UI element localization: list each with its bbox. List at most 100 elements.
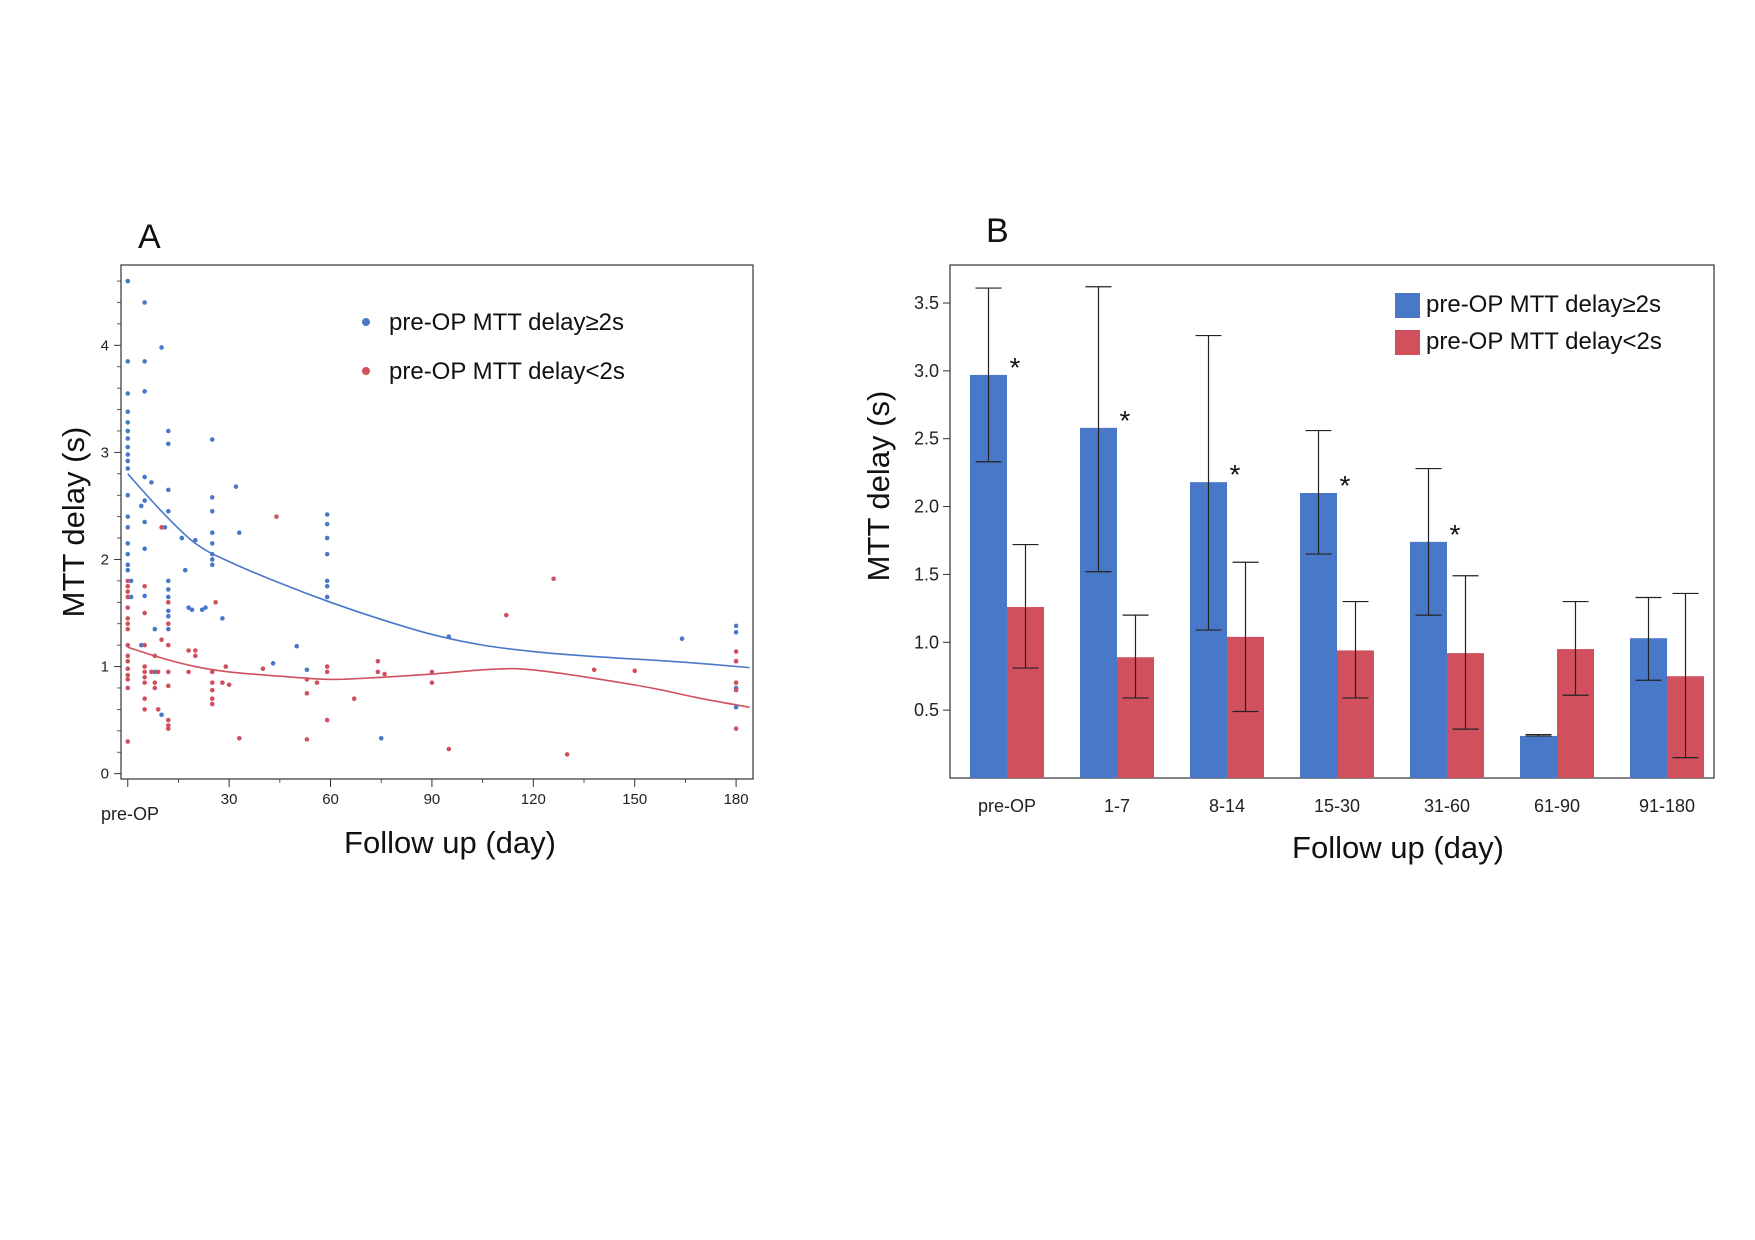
scatter-point-low [733, 658, 739, 664]
scatter-point-high [125, 359, 131, 364]
scatter-point-high [209, 495, 215, 500]
scatter-point-low [142, 610, 147, 616]
scatter-point-low [209, 680, 215, 685]
scatter-point-high [152, 626, 158, 632]
a-ytick-label: 1 [101, 659, 109, 676]
legend-a-label-high: pre-OP MTT delay≥2s [389, 309, 624, 336]
scatter-point-low [142, 642, 147, 648]
scatter-point-high [324, 578, 330, 584]
scatter-point-low [125, 677, 131, 682]
scatter-point-low [304, 691, 310, 696]
b-xtick-label: pre-OP [978, 796, 1036, 816]
scatter-point-low [166, 717, 171, 723]
scatter-point-low [186, 648, 191, 653]
scatter-point-high [166, 487, 171, 493]
panel-b-error-bars [975, 286, 1699, 759]
scatter-point-high [152, 669, 158, 675]
scatter-point-low [220, 680, 225, 685]
scatter-point-high [209, 562, 215, 568]
b-xtick-label: 8-14 [1209, 796, 1245, 816]
scatter-point-low [166, 683, 171, 689]
scatter-point-high [159, 345, 164, 350]
scatter-point-high [125, 458, 131, 464]
scatter-point-high [138, 642, 144, 648]
scatter-point-low [429, 669, 435, 675]
scatter-point-low [304, 737, 310, 742]
scatter-point-low [324, 664, 330, 669]
scatter-point-high [142, 389, 147, 394]
scatter-point-low [125, 594, 131, 600]
scatter-point-high [128, 578, 134, 584]
scatter-point-high [189, 607, 195, 613]
legend-b-swatch-low [1395, 330, 1420, 355]
scatter-point-low [209, 669, 215, 675]
panel-b-legend: pre-OP MTT delay≥2s pre-OP MTT delay<2s [1395, 291, 1662, 355]
scatter-point-high [142, 474, 147, 480]
scatter-point-low [733, 649, 739, 654]
scatter-point-low [142, 674, 147, 680]
panel-a-trend-lines [127, 473, 750, 709]
scatter-point-low [125, 626, 131, 632]
scatter-point-low [142, 583, 147, 589]
scatter-point-low [551, 576, 556, 582]
scatter-point-high [138, 503, 144, 509]
panel-b-significance-marks: * * * * * [1010, 352, 1461, 550]
scatter-point-high [125, 452, 131, 457]
scatter-point-high [142, 546, 147, 552]
scatter-point-low [274, 514, 279, 519]
panel-b-y-ticks: 0.5 1.0 1.5 2.0 2.5 3.0 3.5 [914, 293, 950, 720]
scatter-point-high [733, 629, 739, 635]
scatter-point-low [125, 642, 131, 648]
scatter-point-high [294, 643, 300, 649]
legend-a-label-low: pre-OP MTT delay<2s [389, 358, 625, 385]
panel-a-y-ticks: 0 1 2 3 4 [101, 280, 121, 783]
significance-star: * [1120, 405, 1131, 436]
scatter-point-low [125, 666, 131, 672]
scatter-point-high [324, 583, 330, 589]
scatter-point-low [236, 736, 242, 741]
scatter-point-high [125, 420, 131, 425]
a-ytick-label: 0 [101, 766, 109, 783]
a-xtick-label: 120 [521, 791, 546, 808]
scatter-point-low [503, 612, 509, 618]
legend-a-marker-high [362, 318, 370, 326]
scatter-point-low [142, 680, 147, 685]
scatter-point-low [209, 696, 215, 701]
scatter-point-high [142, 300, 147, 305]
scatter-point-low [591, 667, 597, 673]
panel-a-x-first-tick-label: pre-OP [101, 804, 159, 824]
significance-star: * [1450, 519, 1461, 550]
legend-b-label-high: pre-OP MTT delay≥2s [1426, 291, 1661, 318]
b-xtick-label: 61-90 [1534, 796, 1580, 816]
scatter-point-high [125, 562, 131, 568]
scatter-point-low [125, 605, 131, 610]
a-xtick-label: 60 [322, 791, 339, 808]
scatter-point-low [209, 687, 215, 693]
scatter-point-high [125, 409, 131, 415]
scatter-point-low [125, 658, 131, 664]
scatter-point-low [223, 664, 229, 669]
b-xtick-label: 1-7 [1104, 796, 1130, 816]
a-ytick-label: 4 [101, 337, 109, 354]
scatter-point-high [186, 605, 191, 610]
panel-a-legend: pre-OP MTT delay≥2s pre-OP MTT delay<2s [362, 309, 625, 385]
scatter-point-low [209, 701, 215, 707]
panel-a-x-axis-label: Follow up (day) [344, 825, 556, 860]
scatter-point-low [166, 669, 171, 675]
scatter-point-high [125, 567, 131, 573]
scatter-point-high [209, 541, 215, 546]
scatter-point-high [209, 437, 215, 442]
scatter-point-high [125, 428, 131, 434]
scatter-point-low [382, 671, 387, 677]
scatter-point-high [199, 607, 205, 613]
scatter-point-high [125, 514, 131, 519]
scatter-point-high [193, 537, 198, 543]
scatter-point-low [125, 589, 131, 594]
scatter-point-low [152, 653, 158, 659]
scatter-point-low [324, 717, 330, 723]
legend-b-label-low: pre-OP MTT delay<2s [1426, 328, 1662, 355]
scatter-point-high [125, 551, 131, 557]
panel-a-y-axis-label: MTT delay (s) [56, 427, 91, 618]
scatter-point-high [236, 530, 242, 536]
